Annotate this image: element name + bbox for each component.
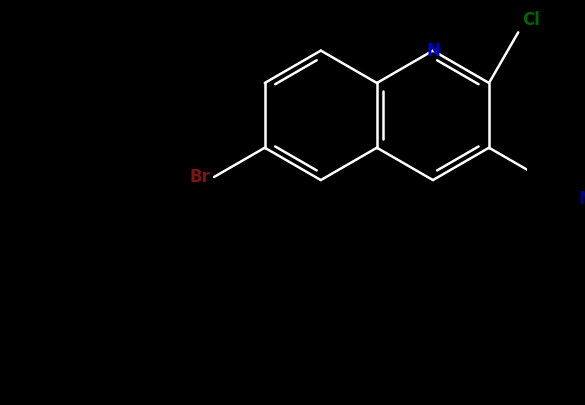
Text: Br: Br <box>190 168 211 186</box>
Text: Cl: Cl <box>522 11 540 29</box>
Text: N: N <box>579 190 585 209</box>
Text: N: N <box>426 42 440 60</box>
